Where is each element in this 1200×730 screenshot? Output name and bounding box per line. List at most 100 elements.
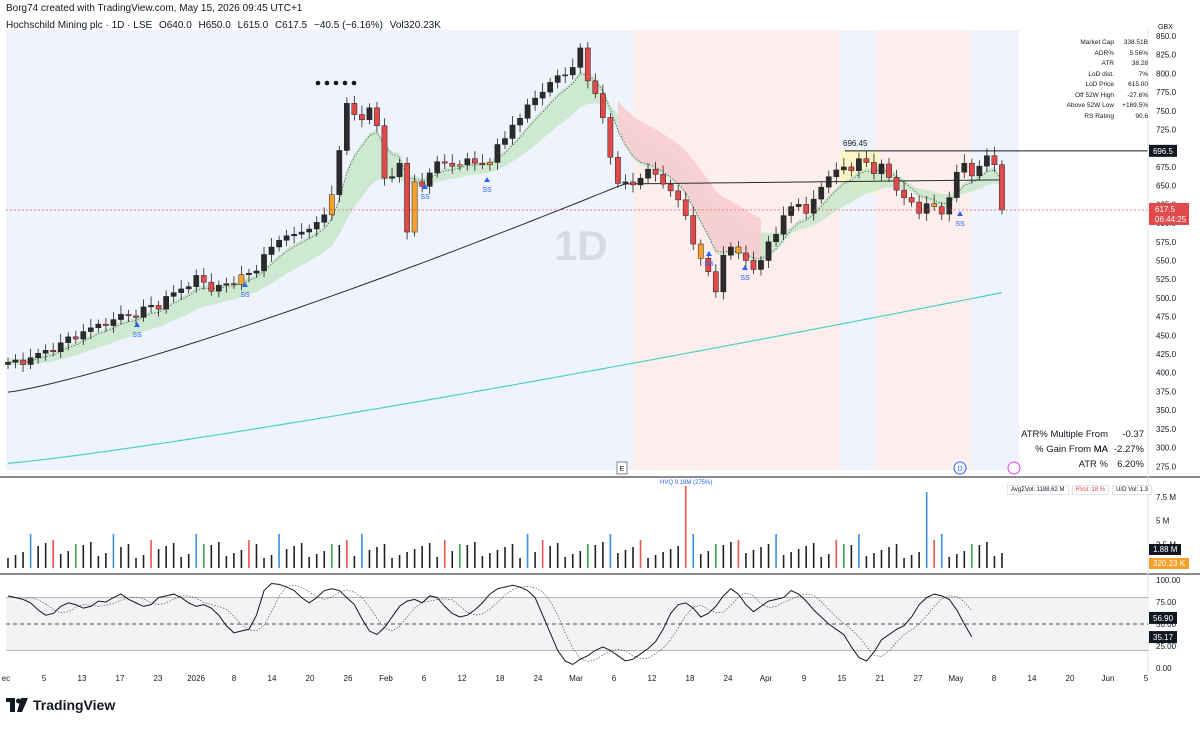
stats-key: ATR [1101, 60, 1114, 67]
y-tick-label: 675.0 [1156, 163, 1177, 172]
candle-body [840, 166, 847, 171]
volume-bar [549, 546, 551, 568]
volume-bar [662, 552, 664, 568]
volume-bar [451, 551, 454, 568]
volume-last-badge [1149, 558, 1189, 569]
volume-last-value: 320.23 K [1153, 559, 1186, 568]
candle-body [705, 257, 712, 272]
y-tick-label: 750.0 [1156, 107, 1177, 116]
volume-bar [677, 546, 679, 568]
stats-row: Off 52W High -27.6% [1062, 91, 1148, 102]
volume-bar [293, 546, 295, 568]
candle-body [984, 155, 990, 167]
osc-tick-label: 75.00 [1156, 598, 1177, 607]
resistance-axis-value: 696.5 [1153, 147, 1174, 156]
volume-bar [270, 555, 273, 568]
candle-body [80, 331, 87, 340]
candle-body [404, 162, 410, 233]
candle-body [607, 117, 614, 158]
candle-body [148, 305, 154, 308]
candle-body [456, 164, 463, 167]
symbol-name: Hochschild Mining plc · 1D · LSE [6, 20, 153, 31]
candle-body [615, 156, 621, 184]
candle-body [871, 162, 877, 174]
volume-bar [82, 545, 85, 568]
volume-value: Vol320.23K [389, 20, 441, 31]
candle-body [411, 181, 418, 233]
fast-ema-line [7, 73, 1003, 363]
volume-bar [436, 557, 439, 568]
atr-row: ATR % 6.20% [1012, 457, 1144, 472]
atr-table: ATR% Multiple From MA -0.37 % Gain From M… [1012, 427, 1144, 472]
candle-body [728, 246, 734, 256]
candle-body [886, 163, 892, 178]
candle-body [419, 181, 425, 187]
volume-bar [918, 552, 920, 568]
candle-body [426, 172, 433, 187]
volume-bar [90, 542, 92, 568]
volume-bar [519, 558, 521, 568]
volume-bar [760, 547, 762, 568]
created-by-text: Borg74 created with TradingView.com, May… [6, 3, 303, 14]
candle-body [215, 284, 222, 292]
candle-body [246, 272, 252, 275]
volume-bar [594, 545, 597, 568]
volume-bar [459, 544, 461, 568]
volume-bar [14, 555, 17, 568]
y-tick-label: 775.0 [1156, 88, 1177, 97]
volume-bar [971, 544, 973, 568]
candle-body [261, 254, 267, 272]
atr-value: -0.37 [1122, 429, 1144, 440]
x-tick-label: Mar [569, 674, 583, 683]
candle-body [923, 203, 930, 214]
volume-bar [534, 552, 536, 568]
volume-bar [233, 553, 235, 568]
candle-body [645, 168, 651, 179]
volume-bar [466, 545, 469, 568]
candle-body [87, 327, 94, 332]
stats-key: ADR% [1094, 49, 1114, 57]
volume-bar [489, 553, 491, 568]
volume-bar [955, 554, 958, 568]
candle-body [848, 166, 855, 171]
volume-bar [330, 544, 333, 568]
candle-body [20, 359, 26, 365]
pattern-dot [351, 80, 357, 86]
volume-bar [850, 545, 853, 568]
stats-key: Market Cap [1080, 39, 1114, 46]
x-tick-label: 5 [1144, 674, 1149, 683]
volume-bar [52, 540, 54, 568]
y-tick-label: 375.0 [1156, 387, 1177, 396]
candle-body [479, 162, 486, 165]
volume-bar [684, 486, 687, 568]
volume-bar [29, 534, 32, 568]
ss-marker-label: SS [740, 275, 750, 282]
candle-body [359, 114, 365, 121]
volume-bar [812, 543, 815, 568]
volume-bar [752, 550, 755, 568]
x-tick-label: 24 [534, 674, 543, 683]
tradingview-logo[interactable]: TradingView [6, 697, 115, 713]
candle-body [893, 177, 900, 191]
x-tick-label: May [948, 674, 963, 683]
atr-key: ATR% Multiple From MA [1021, 429, 1108, 455]
volume-bar [391, 558, 393, 568]
candle-body [735, 246, 742, 254]
volume-bar [963, 551, 966, 568]
stats-value: 338.51B [1123, 39, 1148, 46]
ss-marker-label: SS [482, 187, 492, 194]
volume-bar [413, 549, 416, 568]
volume-bar [187, 554, 190, 568]
dividend-marker-icon [953, 461, 967, 475]
y-tick-label: 450.0 [1156, 331, 1177, 340]
osc-main-line [7, 582, 973, 666]
stats-key: LoD dist. [1088, 70, 1114, 78]
volume-stats: AvgΣVol: 1188.62 M RVol: 18 % U/D Vol: 1… [1007, 485, 1153, 495]
candle-body [125, 314, 132, 317]
y-tick-label: 850.0 [1156, 32, 1177, 41]
volume-bar [210, 545, 213, 568]
x-tick-label: 9 [802, 674, 807, 683]
candle-body [5, 361, 11, 365]
